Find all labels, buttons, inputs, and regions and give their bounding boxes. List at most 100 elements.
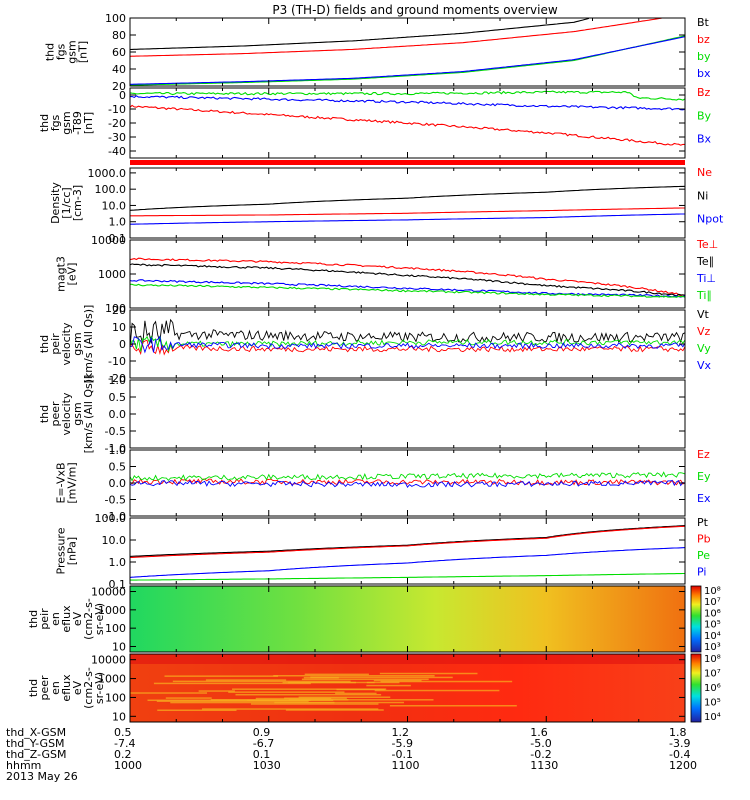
y-tick-label: 1000 xyxy=(98,673,126,686)
legend-label: Ti∥ xyxy=(696,289,712,302)
y-tick-label: -0.5 xyxy=(105,425,126,438)
legend-label: Bt xyxy=(697,16,710,29)
spectrogram-streak xyxy=(373,679,422,682)
legend-label: Vt xyxy=(697,308,710,321)
y-axis-label: gsm xyxy=(66,40,79,63)
legend-label: Bz xyxy=(697,86,711,99)
y-axis-label: gsm xyxy=(71,402,84,425)
y-axis-label: eV xyxy=(71,611,84,626)
y-axis-label: [nPa] xyxy=(66,537,79,565)
spectrogram-streak xyxy=(380,680,513,683)
y-tick-label: 10 xyxy=(112,321,126,334)
legend-label: Ez xyxy=(697,448,710,461)
y-axis-label: en xyxy=(49,612,62,626)
colorbar-tick-label: 10⁸ xyxy=(704,654,721,665)
y-tick-label: 1000 xyxy=(98,604,126,617)
spectrogram-streak xyxy=(198,690,235,692)
y-axis-label: gsm xyxy=(71,332,84,355)
series-line-Vz xyxy=(130,339,685,356)
spectrogram xyxy=(130,654,685,722)
y-tick-label: -30 xyxy=(108,131,126,144)
spectrogram-streak xyxy=(374,689,500,692)
legend-label: bx xyxy=(697,67,711,80)
spectrogram-streak xyxy=(165,697,212,699)
spectrogram-streak xyxy=(232,688,387,690)
panel-9: 10³10⁴10⁵10⁶10⁷10⁸10100100010000thdpeire… xyxy=(27,585,721,653)
legend-label: Te⊥ xyxy=(696,238,718,251)
colorbar-tick-label: 10⁷ xyxy=(704,669,721,680)
ephemeris-value: 0.9 xyxy=(252,726,271,739)
spectrogram-streak xyxy=(250,703,379,705)
y-tick-label: 100 xyxy=(105,622,126,635)
y-tick-label: 10000 xyxy=(91,234,126,247)
y-tick-label: 100.0 xyxy=(95,512,127,525)
legend-label: Npot xyxy=(697,213,724,226)
colorbar-tick-label: 10⁴ xyxy=(704,631,721,642)
legend-label: Vz xyxy=(697,325,711,338)
y-tick-label: 0.5 xyxy=(109,461,127,474)
y-tick-label: 1000.0 xyxy=(88,167,127,180)
panel-8: Pt Pb Pe Pi 0.1 1.0 10.0 100.0 Pressure[nPa] xyxy=(55,512,711,591)
ephemeris-value: 1100 xyxy=(391,759,420,772)
y-axis-label: [mV/m] xyxy=(66,462,79,503)
spectrogram-streak xyxy=(335,692,377,695)
spectrogram-streak xyxy=(164,675,278,677)
legend-label: Vy xyxy=(697,342,711,355)
y-tick-label: 10.0 xyxy=(102,199,127,212)
ephemeris-value: -3.9 xyxy=(669,737,691,750)
series-line-Pb xyxy=(130,525,685,559)
colorbar-tick-label: 10⁶ xyxy=(704,608,721,619)
ephemeris-value: 1030 xyxy=(252,759,281,772)
y-tick-label: -1.0 xyxy=(105,442,126,455)
series-line-Te⊥ xyxy=(130,257,685,297)
y-axis-label: peer xyxy=(38,675,51,701)
spectrogram-streak xyxy=(282,681,356,684)
series-line-bx xyxy=(130,36,685,85)
spectrogram-streak xyxy=(210,699,349,701)
legend-label: by xyxy=(697,50,711,63)
panel-7: Ez Ey Ex -1.0 -0.5 0.0 0.5 1.0 E=-VxB[mV/m] xyxy=(55,444,711,523)
colorbar-tick-label: 10⁷ xyxy=(704,597,721,608)
ephemeris-value: 1000 xyxy=(114,759,142,772)
y-axis-label: thd xyxy=(27,610,40,628)
y-tick-label: 10 xyxy=(112,640,126,653)
spectrogram-streak xyxy=(157,709,237,711)
spectrogram-streak xyxy=(130,692,208,694)
y-axis-label: peir xyxy=(49,333,62,355)
panel-3: Ne Ni Npot 0.1 1.0 10.0 100.0 1000.0 Density[1/c… xyxy=(49,166,724,245)
y-tick-label: 0.0 xyxy=(109,408,127,421)
spectrogram-streak xyxy=(310,676,453,679)
panel-frame xyxy=(129,167,686,239)
y-axis-label: magt3 xyxy=(55,256,68,292)
y-axis-label: thd xyxy=(27,679,40,697)
y-axis-label: Density xyxy=(49,182,62,224)
colorbar-tick-label: 10⁵ xyxy=(704,698,721,709)
y-tick-label: 20 xyxy=(112,80,126,93)
y-axis-label: [km/s (All Qs)] xyxy=(82,305,95,384)
y-tick-label: -0.5 xyxy=(105,494,126,507)
ephemeris-label: thd_Z-GSM xyxy=(6,748,67,761)
spectrogram-streak xyxy=(379,672,478,675)
ephemeris-label: thd_Y-GSM xyxy=(6,737,65,750)
series-line-Te∥ xyxy=(130,263,685,297)
panel-frame xyxy=(129,87,686,159)
series-line-Bx xyxy=(130,95,685,111)
legend-label: Ti⊥ xyxy=(696,272,716,285)
spectrogram-streak xyxy=(170,701,335,704)
spectrogram xyxy=(130,586,685,652)
y-tick-label: 10.0 xyxy=(102,534,127,547)
y-tick-label: 10000 xyxy=(91,654,126,667)
legend-label: bz xyxy=(697,33,710,46)
colorbar-tick-label: 10³ xyxy=(704,642,721,653)
legend-label: Ni xyxy=(697,189,708,202)
colorbar-tick-label: 10⁵ xyxy=(704,620,721,631)
y-tick-label: 40 xyxy=(112,63,126,76)
y-tick-label: 100 xyxy=(105,12,126,25)
y-tick-label: 10000 xyxy=(91,586,126,599)
y-axis-label: E=-VxB xyxy=(55,462,68,503)
legend-label: Pi xyxy=(697,566,706,579)
ephemeris-value: -5.9 xyxy=(391,737,413,750)
ephemeris-value: 0.2 xyxy=(114,748,132,761)
y-axis-label: thd xyxy=(38,405,51,423)
